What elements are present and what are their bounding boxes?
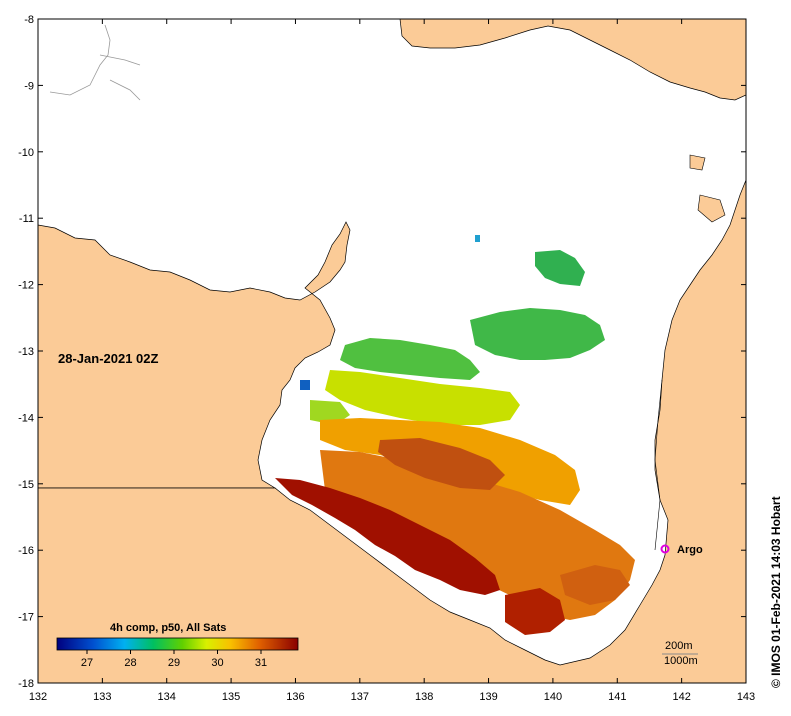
x-tick-label: 142 [672, 691, 690, 703]
y-tick-label: -15 [18, 479, 34, 491]
y-tick-label: -14 [18, 412, 34, 424]
land-south [38, 179, 746, 683]
land-arnhem [38, 221, 351, 489]
colorbar: 4h comp, p50, All Sats 27 28 29 30 31 [56, 622, 299, 669]
y-tick-label: -18 [18, 678, 34, 690]
y-tick-label: -12 [18, 280, 34, 292]
contour-1000m-label: 1000m [664, 655, 698, 667]
y-axis: -8 -9 -10 -11 -12 -13 -14 -15 -16 -17 -18 [18, 14, 746, 690]
x-tick-label: 133 [93, 691, 111, 703]
x-tick-label: 135 [222, 691, 240, 703]
land-new-guinea [399, 19, 746, 101]
y-tick-label: -16 [18, 545, 34, 557]
x-tick-label: 140 [544, 691, 562, 703]
x-tick-label: 141 [608, 691, 626, 703]
argo-label: Argo [677, 544, 703, 556]
credit-text: © IMOS 01-Feb-2021 14:03 Hobart [769, 496, 783, 688]
y-tick-label: -11 [19, 213, 34, 225]
x-tick-label: 143 [737, 691, 755, 703]
colorbar-tick-label: 30 [211, 657, 223, 669]
colorbar-tick-label: 31 [255, 657, 267, 669]
colorbar-tick-label: 29 [168, 657, 180, 669]
coastline-timor [49, 24, 141, 101]
sst-patches [275, 235, 635, 635]
x-tick-label: 132 [29, 691, 47, 703]
colorbar-tick-label: 28 [124, 657, 136, 669]
contour-legend: 200m 1000m [662, 640, 698, 667]
x-tick-label: 136 [286, 691, 304, 703]
x-tick-label: 139 [479, 691, 497, 703]
contour-line [654, 379, 663, 551]
y-tick-label: -9 [24, 80, 34, 92]
colorbar-tick-label: 27 [81, 657, 93, 669]
x-tick-label: 137 [351, 691, 369, 703]
date-label: 28-Jan-2021 02Z [58, 351, 159, 366]
land-island-east [697, 194, 726, 223]
x-tick-label: 138 [415, 691, 433, 703]
y-tick-label: -13 [18, 346, 34, 358]
colorbar-title: 4h comp, p50, All Sats [110, 622, 226, 634]
x-tick-label: 134 [158, 691, 176, 703]
contour-200m-label: 200m [665, 640, 693, 652]
x-axis: 132 133 134 135 136 137 138 139 140 141 142 143 [29, 19, 755, 703]
y-tick-label: -10 [18, 147, 34, 159]
colorbar-gradient [56, 637, 299, 651]
argo-marker: Argo [660, 544, 703, 556]
y-tick-label: -8 [24, 14, 34, 26]
land-island-north [689, 154, 706, 171]
y-tick-label: -17 [18, 612, 34, 624]
